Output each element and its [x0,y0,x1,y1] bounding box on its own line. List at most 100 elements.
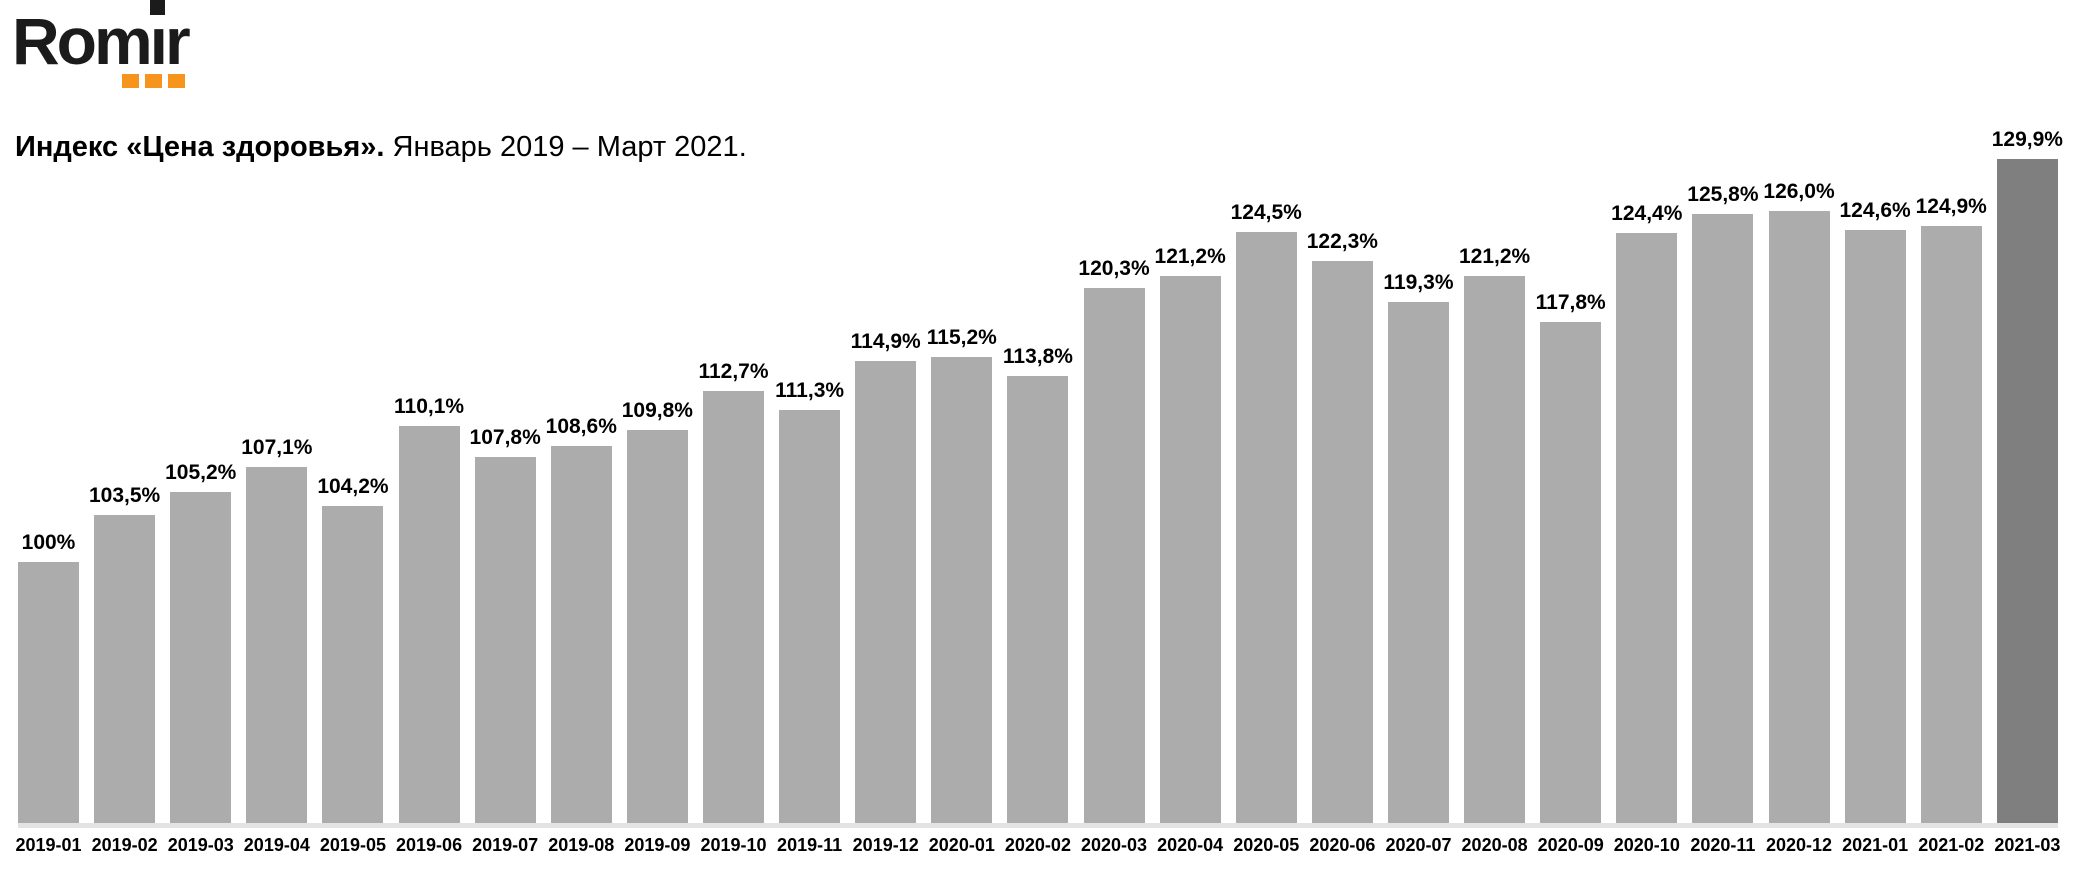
logo-text-part1: Rom [12,4,153,78]
bar-value-label: 115,2% [926,326,997,349]
bar-group: 122,3% 2020-06 [1307,90,1378,855]
romir-logo-text: Romır [12,0,272,74]
x-axis-label: 2019-12 [852,835,919,855]
bar-value-label: 107,8% [469,426,541,449]
bar-group: 100% 2019-01 [15,90,81,855]
bar-group: 121,2% 2020-04 [1155,90,1226,855]
bar-group: 124,6% 2021-01 [1840,90,1911,855]
bar [855,361,917,823]
x-axis-label: 2020-04 [1157,835,1224,855]
bar-group: 113,8% 2020-02 [1003,90,1073,855]
x-axis-label: 2019-11 [777,835,843,855]
x-axis-label: 2019-06 [396,835,463,855]
logo-dot-icon [122,74,139,88]
logo-letter-i: ı [149,0,168,78]
chart-title: Индекс «Цена здоровья». Январь 2019 – Ма… [15,131,747,164]
bar-group: 103,5% 2019-02 [89,90,160,855]
bar [322,506,384,823]
bar-value-label: 122,3% [1306,230,1378,253]
x-axis-label: 2019-03 [167,835,234,855]
bar-value-label: 112,7% [698,360,769,383]
bar-value-label: 121,2% [1154,245,1226,268]
chart-title-main: Индекс «Цена здоровья». [15,131,385,163]
bar [398,426,460,823]
bar-value-label: 104,2% [317,475,389,498]
bar-group: 107,1% 2019-04 [241,90,312,855]
bar [931,357,993,823]
bar [474,457,536,823]
bar-group: 129,9% 2021-03 [1992,90,2063,855]
x-axis-label: 2020-11 [1690,835,1756,855]
bar-group: 119,3% 2020-07 [1383,90,1453,855]
bar-group: 124,5% 2020-05 [1231,90,1302,855]
bar [246,467,308,823]
bar-value-label: 129,9% [1991,128,2063,151]
bar [626,430,688,823]
x-axis-label: 2021-03 [1994,835,2061,855]
x-axis-label: 2020-12 [1765,835,1833,855]
chart-title-period: Январь 2019 – Март 2021. [392,131,747,163]
bar-group: 115,2% 2020-01 [927,90,997,855]
bar-group: 110,1% 2019-06 [394,90,464,855]
bar-group: 109,8% 2019-09 [622,90,693,855]
x-axis-label: 2020-03 [1081,835,1148,855]
x-axis-label: 2019-05 [319,835,386,855]
bar-value-label: 124,9% [1915,195,1987,218]
bar-value-label: 117,8% [1535,291,1606,314]
bar-value-label: 119,3% [1383,271,1454,294]
bar [1387,302,1449,823]
x-axis-label: 2021-02 [1918,835,1985,855]
x-axis-baseline [18,823,2058,828]
x-axis-label: 2019-09 [624,835,691,855]
logo-orange-dots [122,74,185,88]
bar [1920,226,1982,823]
bar-group: 117,8% 2020-09 [1536,90,1606,855]
x-axis-label: 2019-04 [243,835,310,855]
x-axis-label: 2020-09 [1537,835,1604,855]
bar-value-label: 111,3% [775,379,845,402]
bar-group: 125,8% 2020-11 [1687,90,1758,855]
bar-value-label: 109,8% [621,399,693,422]
bar [1311,261,1373,823]
bar [1159,276,1221,823]
bar [779,410,841,823]
logo-dot-icon [145,74,162,88]
bar-value-label: 105,2% [165,461,237,484]
logo-dot-icon [168,74,185,88]
bar-group: 124,4% 2020-10 [1611,90,1682,855]
x-axis-label: 2019-02 [91,835,158,855]
bar-value-label: 120,3% [1078,257,1150,280]
x-axis-label: 2020-07 [1385,835,1452,855]
bar-value-label: 114,9% [850,330,921,353]
bar-value-label: 124,5% [1230,201,1302,224]
bar-value-label: 100% [21,531,76,554]
bar-group: 108,6% 2019-08 [546,90,617,855]
bar-value-label: 126,0% [1763,180,1835,203]
bar [18,562,79,823]
bar-group: 124,9% 2021-02 [1916,90,1987,855]
bar-value-label: 124,6% [1839,199,1911,222]
bars-row: 100% 2019-01 103,5% 2019-02 105,2% 2019-03 107… [15,90,2063,855]
x-axis-label: 2020-08 [1461,835,1528,855]
x-axis-label: 2020-05 [1233,835,1300,855]
x-axis-label: 2019-07 [472,835,539,855]
x-axis-label: 2021-01 [1842,835,1909,855]
x-axis-label: 2020-06 [1309,835,1376,855]
bar-group: 112,7% 2019-10 [698,90,768,855]
bar [1616,233,1678,823]
logo-text-part2: r [165,4,191,78]
bar [170,492,232,823]
x-axis-label: 2020-01 [928,835,995,855]
bar [1083,288,1145,823]
romir-logo: Romır [12,0,272,100]
bar-value-label: 113,8% [1002,345,1073,368]
bar-value-label: 103,5% [88,484,161,507]
bar [702,391,764,823]
bar-group: 107,8% 2019-07 [470,90,541,855]
bar-chart: 100% 2019-01 103,5% 2019-02 105,2% 2019-03 107… [15,90,2063,855]
bar [1844,230,1906,823]
bar-group: 114,9% 2019-12 [851,90,921,855]
bar-value-label: 121,2% [1458,245,1531,268]
bar [1540,322,1602,823]
